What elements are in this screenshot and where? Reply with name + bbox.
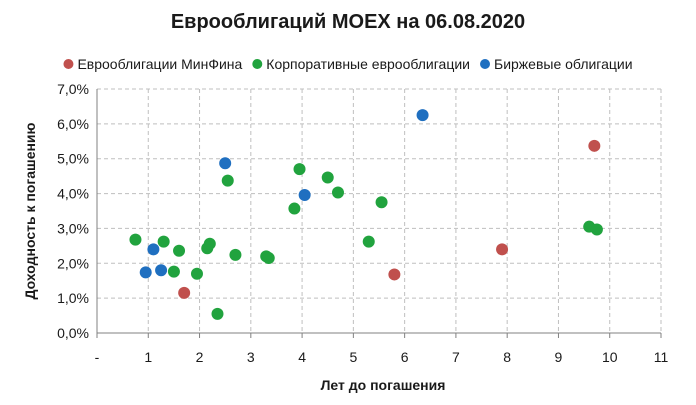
legend-marker — [480, 59, 491, 69]
series-3-point — [155, 264, 168, 277]
series-2-point — [262, 252, 275, 265]
series-2-point — [375, 196, 388, 209]
x-tick-label: 8 — [503, 349, 511, 365]
series-1-point — [178, 286, 191, 299]
data-points — [129, 109, 603, 320]
series-2-point — [211, 307, 224, 320]
x-tick-label: 4 — [298, 349, 306, 365]
y-tick-label: 2,0% — [57, 255, 89, 271]
series-1-point — [388, 268, 401, 281]
series-2-point — [288, 202, 301, 215]
chart-title: Еврооблигаций MOEX на 06.08.2020 — [171, 11, 525, 33]
x-tick-label: - — [95, 349, 100, 365]
chart-legend: Еврооблигации МинФина Корпоративные евроо… — [63, 56, 633, 72]
legend-marker — [63, 59, 74, 69]
series-1-point — [496, 243, 509, 256]
legend-label: Биржевые облигации — [494, 56, 633, 72]
legend-item-2: Корпоративные еврооблигации — [252, 56, 470, 72]
y-tick-label: 4,0% — [57, 186, 89, 202]
series-3-point — [219, 157, 232, 170]
series-2-point — [321, 171, 334, 184]
x-tick-label: 3 — [247, 349, 255, 365]
legend-label: Еврооблигации МинФина — [77, 56, 242, 72]
series-3-point — [416, 109, 429, 122]
series-2-point — [203, 237, 216, 250]
y-tick-label: 3,0% — [57, 220, 89, 236]
y-tick-label: 5,0% — [57, 151, 89, 167]
axis-ticks: 0,0% 1,0% 2,0% 3,0% 4,0% 5,0% 6,0% 7,0% - 1 2 3 4 5 6 7… — [57, 81, 668, 365]
y-tick-label: 0,0% — [57, 325, 89, 341]
x-tick-label: 7 — [452, 349, 460, 365]
series-2-point — [157, 235, 170, 248]
series-2-point — [362, 235, 375, 248]
legend-item-3: Биржевые облигации — [480, 56, 633, 72]
series-2-point — [173, 244, 186, 257]
series-2-point — [167, 265, 180, 278]
x-tick-label: 9 — [555, 349, 563, 365]
series-3-point — [147, 243, 160, 256]
series-2-point — [129, 233, 142, 246]
x-tick-label: 1 — [144, 349, 152, 365]
y-tick-label: 7,0% — [57, 81, 89, 97]
series-2-point — [293, 163, 306, 176]
series-2-point — [590, 223, 603, 236]
plot-grid — [96, 88, 662, 338]
y-tick-label: 1,0% — [57, 290, 89, 306]
y-tick-label: 6,0% — [57, 116, 89, 132]
x-tick-label: 2 — [196, 349, 204, 365]
x-tick-label: 5 — [349, 349, 357, 365]
y-axis-label: Доходность к погашению — [22, 122, 38, 299]
x-tick-label: 6 — [401, 349, 409, 365]
legend-label: Корпоративные еврооблигации — [266, 56, 470, 72]
series-1-point — [588, 139, 601, 152]
x-tick-label: 10 — [602, 349, 618, 365]
series-2-point — [229, 248, 242, 261]
series-2-point — [331, 186, 344, 199]
x-axis-label: Лет до погашения — [321, 377, 446, 393]
legend-item-1: Еврооблигации МинФина — [63, 56, 243, 72]
legend-marker — [252, 59, 263, 69]
series-3-point — [139, 266, 152, 279]
series-3-point — [298, 188, 311, 201]
series-2-point — [221, 174, 234, 187]
series-2-point — [190, 267, 203, 280]
x-tick-label: 11 — [654, 349, 669, 365]
